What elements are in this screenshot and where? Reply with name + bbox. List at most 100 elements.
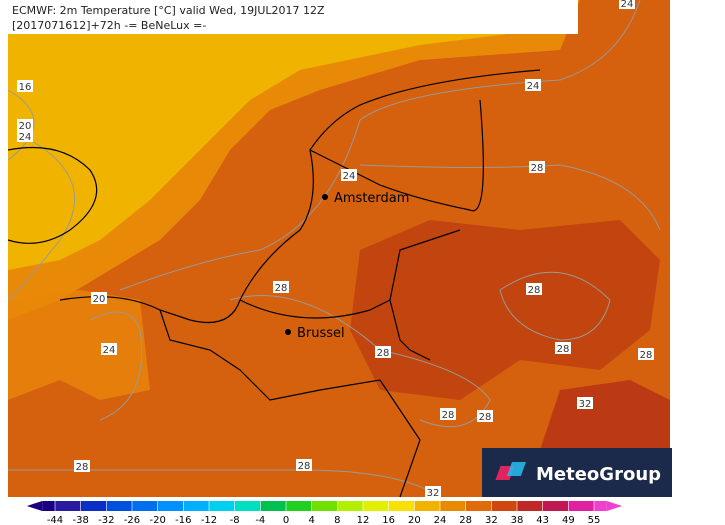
colorbar-label: 55 <box>588 515 601 525</box>
colorbar-segment <box>337 501 363 511</box>
city-label: Amsterdam <box>334 191 409 206</box>
header-line: ECMWF: 2m Temperature [°C] valid Wed, 19… <box>12 4 325 17</box>
contour-label: 32 <box>427 488 440 499</box>
colorbar-segment <box>106 501 132 511</box>
contour-label-box <box>17 80 33 92</box>
contour-label: 28 <box>640 350 653 361</box>
colorbar-label: -38 <box>72 515 88 525</box>
contour-label-box <box>529 161 545 173</box>
colorbar-label: -8 <box>230 515 240 525</box>
contour-label: 20 <box>19 121 32 132</box>
contour-label: 28 <box>76 462 89 473</box>
colorbar-segment <box>465 501 492 511</box>
contour-label-box <box>375 346 391 358</box>
contour-label: 28 <box>557 344 570 355</box>
colorbar-label: 28 <box>459 515 472 525</box>
colorbar-end <box>606 501 623 511</box>
colorbar-segment <box>594 501 607 511</box>
colorbar-label: -20 <box>149 515 165 525</box>
colorbar-segment <box>388 501 415 511</box>
contour-label-box <box>555 342 571 354</box>
colorbar-label: 20 <box>408 515 421 525</box>
header-line: [2017071612]+72h -= BeNeLux =- <box>12 19 206 32</box>
contour-label-box <box>638 348 654 360</box>
colorbar-label: 43 <box>536 515 549 525</box>
contour-label-box <box>425 486 441 498</box>
contour-label-box <box>619 0 635 9</box>
colorbar-label: 16 <box>382 515 395 525</box>
contour-label: 24 <box>527 81 540 92</box>
colorbar-segment <box>80 501 107 511</box>
warm-zone-2 <box>8 290 150 400</box>
colorbar-label: 0 <box>283 515 289 525</box>
contour-label-box <box>17 130 33 142</box>
colorbar-label: 49 <box>562 515 575 525</box>
contour-label-box <box>74 460 90 472</box>
colorbar-segment <box>491 501 517 511</box>
contour-label: 24 <box>103 345 116 356</box>
colorbar-segment <box>542 501 569 511</box>
colorbar-segment <box>517 501 543 511</box>
colorbar-segment <box>414 501 440 511</box>
city-dot <box>285 329 291 335</box>
contour-label: 28 <box>528 285 541 296</box>
colorbar-segment <box>234 501 261 511</box>
colorbar-segment <box>363 501 389 511</box>
contour-label: 16 <box>19 82 32 93</box>
contour-label-box <box>341 169 357 181</box>
colorbar-label: -32 <box>98 515 114 525</box>
colorbar-segment <box>286 501 312 511</box>
contour-label-box <box>91 292 107 304</box>
colorbar-label: -12 <box>201 515 217 525</box>
contour-label-box <box>525 79 541 91</box>
contour-label: 28 <box>479 412 492 423</box>
colorbar-label: -16 <box>175 515 191 525</box>
colorbar-segment <box>42 501 55 511</box>
colorbar-segment <box>55 501 81 511</box>
logo-shape <box>506 462 526 476</box>
contour-label: 28 <box>442 410 455 421</box>
colorbar-label: -26 <box>124 515 140 525</box>
contour-label-box <box>296 459 312 471</box>
colorbar-label: 32 <box>485 515 498 525</box>
colorbar-label: -4 <box>255 515 265 525</box>
contour-label-box <box>477 410 493 422</box>
logo-text: MeteoGroup <box>536 464 661 485</box>
colorbar-label: 4 <box>308 515 314 525</box>
contour-label-box <box>577 397 593 409</box>
colorbar-segment <box>568 501 594 511</box>
contour-label-box <box>526 283 542 295</box>
mild-zone <box>8 0 560 270</box>
colorbar-label: 8 <box>334 515 340 525</box>
colorbar-label: 38 <box>511 515 524 525</box>
contour-label: 28 <box>298 461 311 472</box>
colorbar-label: 24 <box>434 515 447 525</box>
colorbar-segment <box>440 501 466 511</box>
contour-label-box <box>273 281 289 293</box>
contour-label: 24 <box>621 0 634 10</box>
contour-label-box <box>101 343 117 355</box>
colorbar-segment <box>260 501 286 511</box>
colorbar-segment <box>311 501 338 511</box>
header-box <box>8 0 578 34</box>
contour-label: 20 <box>93 294 106 305</box>
city-dot <box>322 194 328 200</box>
borders <box>7 69 541 498</box>
contour-label-box <box>440 408 456 420</box>
colorbar-segment <box>157 501 184 511</box>
contour-label-box <box>17 119 33 131</box>
colorbar-segment <box>132 501 158 511</box>
colorbar-segment <box>183 501 209 511</box>
contour-label: 28 <box>531 163 544 174</box>
hot-zone <box>350 220 660 400</box>
colorbar-label: 12 <box>357 515 370 525</box>
logo-icon <box>495 462 526 480</box>
colorbar-label: -44 <box>47 515 63 525</box>
contour-label: 32 <box>579 399 592 410</box>
contour-label: 28 <box>275 283 288 294</box>
city-label: Brussel <box>297 326 345 341</box>
contour-label: 24 <box>343 171 356 182</box>
colorbar-end <box>26 501 43 511</box>
colorbar-segment <box>209 501 235 511</box>
